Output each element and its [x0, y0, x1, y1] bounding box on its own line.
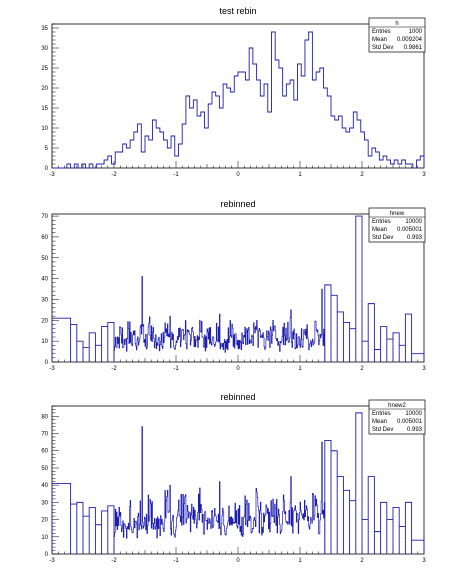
stats-value: 1000: [409, 29, 423, 35]
y-tick-label: 80: [41, 414, 48, 420]
x-tick-label: 1: [298, 558, 302, 564]
y-tick-label: 0: [45, 166, 49, 172]
stats-value: 0.993: [407, 427, 423, 433]
y-tick-label: 50: [41, 256, 48, 262]
y-tick-label: 20: [41, 318, 48, 324]
x-tick-label: -1: [173, 558, 179, 564]
stats-box: hnew Entries 10000 Mean 0.005001 Std Dev 0.993: [368, 207, 426, 243]
chart-title: rebinned: [220, 199, 255, 209]
y-tick-label: 5: [45, 146, 49, 152]
y-tick-label: 50: [41, 466, 48, 472]
y-tick-label: 20: [41, 518, 48, 524]
x-axis: -3 -2 -1 0 1 2 3: [49, 355, 426, 372]
stats-value: 0.9861: [404, 45, 423, 51]
stats-value: 0.005001: [397, 419, 423, 425]
chart-title: test rebin: [219, 6, 256, 16]
stats-value: 0.993: [407, 235, 423, 241]
y-tick-label: 70: [41, 214, 48, 220]
y-tick-label: 20: [41, 86, 48, 92]
x-axis: -3 -2 -1 0 1 2 3: [49, 161, 426, 178]
chart-title: rebinned: [220, 392, 255, 402]
stats-box: hnew2 Entries 10000 Mean 0.005001 Std Dev 0.99…: [368, 399, 426, 435]
x-tick-label: -1: [173, 366, 179, 372]
histogram-panel-3: rebinned-3 -2 -1 0 1 2 301020304050607080hnew2…: [41, 392, 426, 564]
y-tick-label: 0: [45, 552, 49, 558]
stats-box-name: hnew: [390, 211, 405, 217]
x-tick-label: 3: [422, 366, 426, 372]
y-tick-label: 10: [41, 339, 48, 345]
y-tick-label: 30: [41, 500, 48, 506]
stats-label: Std Dev: [372, 235, 393, 241]
stats-label: Entries: [372, 411, 391, 417]
y-axis: 0 10 20 30 40 50 60 70: [41, 214, 59, 366]
x-tick-label: -3: [49, 558, 55, 564]
histogram-fine-bins: [113, 276, 326, 362]
stats-box-frame: [368, 399, 426, 435]
y-axis: 0 5 10 15 20 25 30 35: [41, 23, 59, 172]
y-tick-label: 10: [41, 535, 48, 541]
y-tick-label: 30: [41, 46, 48, 52]
stats-box-frame: [368, 207, 426, 243]
stats-box: h Entries 1000 Mean 0.009204 Std Dev 0.9861: [368, 17, 426, 53]
x-tick-label: -1: [173, 172, 179, 178]
y-tick-label: 30: [41, 297, 48, 303]
stats-value: 0.005001: [397, 227, 423, 233]
stats-label: Mean: [372, 227, 387, 233]
x-tick-label: 0: [236, 558, 240, 564]
x-tick-label: -3: [49, 366, 55, 372]
x-tick-label: -2: [111, 558, 117, 564]
y-tick-label: 60: [41, 235, 48, 241]
histogram-coarse-bins: [51, 412, 425, 554]
histogram-panel-2: rebinned-3 -2 -1 0 1 2 3010203040506070hnewEnt…: [41, 199, 426, 372]
x-tick-label: -3: [49, 172, 55, 178]
y-tick-label: 40: [41, 277, 48, 283]
stats-label: Entries: [372, 219, 391, 225]
stats-label: Mean: [372, 419, 387, 425]
stats-value: 10000: [405, 219, 422, 225]
x-tick-label: 1: [298, 172, 302, 178]
stats-label: Std Dev: [372, 427, 393, 433]
x-tick-label: 2: [360, 172, 364, 178]
y-tick-label: 0: [45, 360, 49, 366]
y-tick-label: 35: [41, 26, 48, 32]
x-tick-label: 0: [236, 172, 240, 178]
stats-label: Entries: [372, 29, 391, 35]
x-axis: -3 -2 -1 0 1 2 3: [49, 547, 426, 564]
y-axis: 0 10 20 30 40 50 60 70 80: [41, 405, 59, 558]
stats-box-name: hnew2: [388, 403, 406, 409]
y-tick-label: 15: [41, 106, 48, 112]
stats-label: Std Dev: [372, 45, 393, 51]
x-tick-label: 3: [422, 172, 426, 178]
x-tick-label: 0: [236, 366, 240, 372]
stats-value: 0.009204: [397, 37, 423, 43]
stats-box-frame: [368, 17, 426, 53]
y-tick-label: 10: [41, 126, 48, 132]
y-tick-label: 60: [41, 449, 48, 455]
stats-box-name: h: [395, 21, 398, 27]
histogram-line: [52, 31, 425, 169]
x-tick-label: 2: [360, 558, 364, 564]
stats-label: Mean: [372, 37, 387, 43]
histogram-panel-1: test rebin-3 -2 -1 0 1 2 305101520253035hEntri…: [41, 6, 426, 178]
x-tick-label: 1: [298, 366, 302, 372]
x-tick-label: 3: [422, 558, 426, 564]
x-tick-label: 2: [360, 366, 364, 372]
y-tick-label: 40: [41, 483, 48, 489]
x-tick-label: -2: [111, 172, 117, 178]
x-tick-label: -2: [111, 366, 117, 372]
y-tick-label: 25: [41, 66, 48, 72]
histogram-coarse-bins: [51, 215, 425, 362]
y-tick-label: 70: [41, 432, 48, 438]
histogram-fine-bins: [113, 426, 326, 554]
stats-value: 10000: [405, 411, 422, 417]
